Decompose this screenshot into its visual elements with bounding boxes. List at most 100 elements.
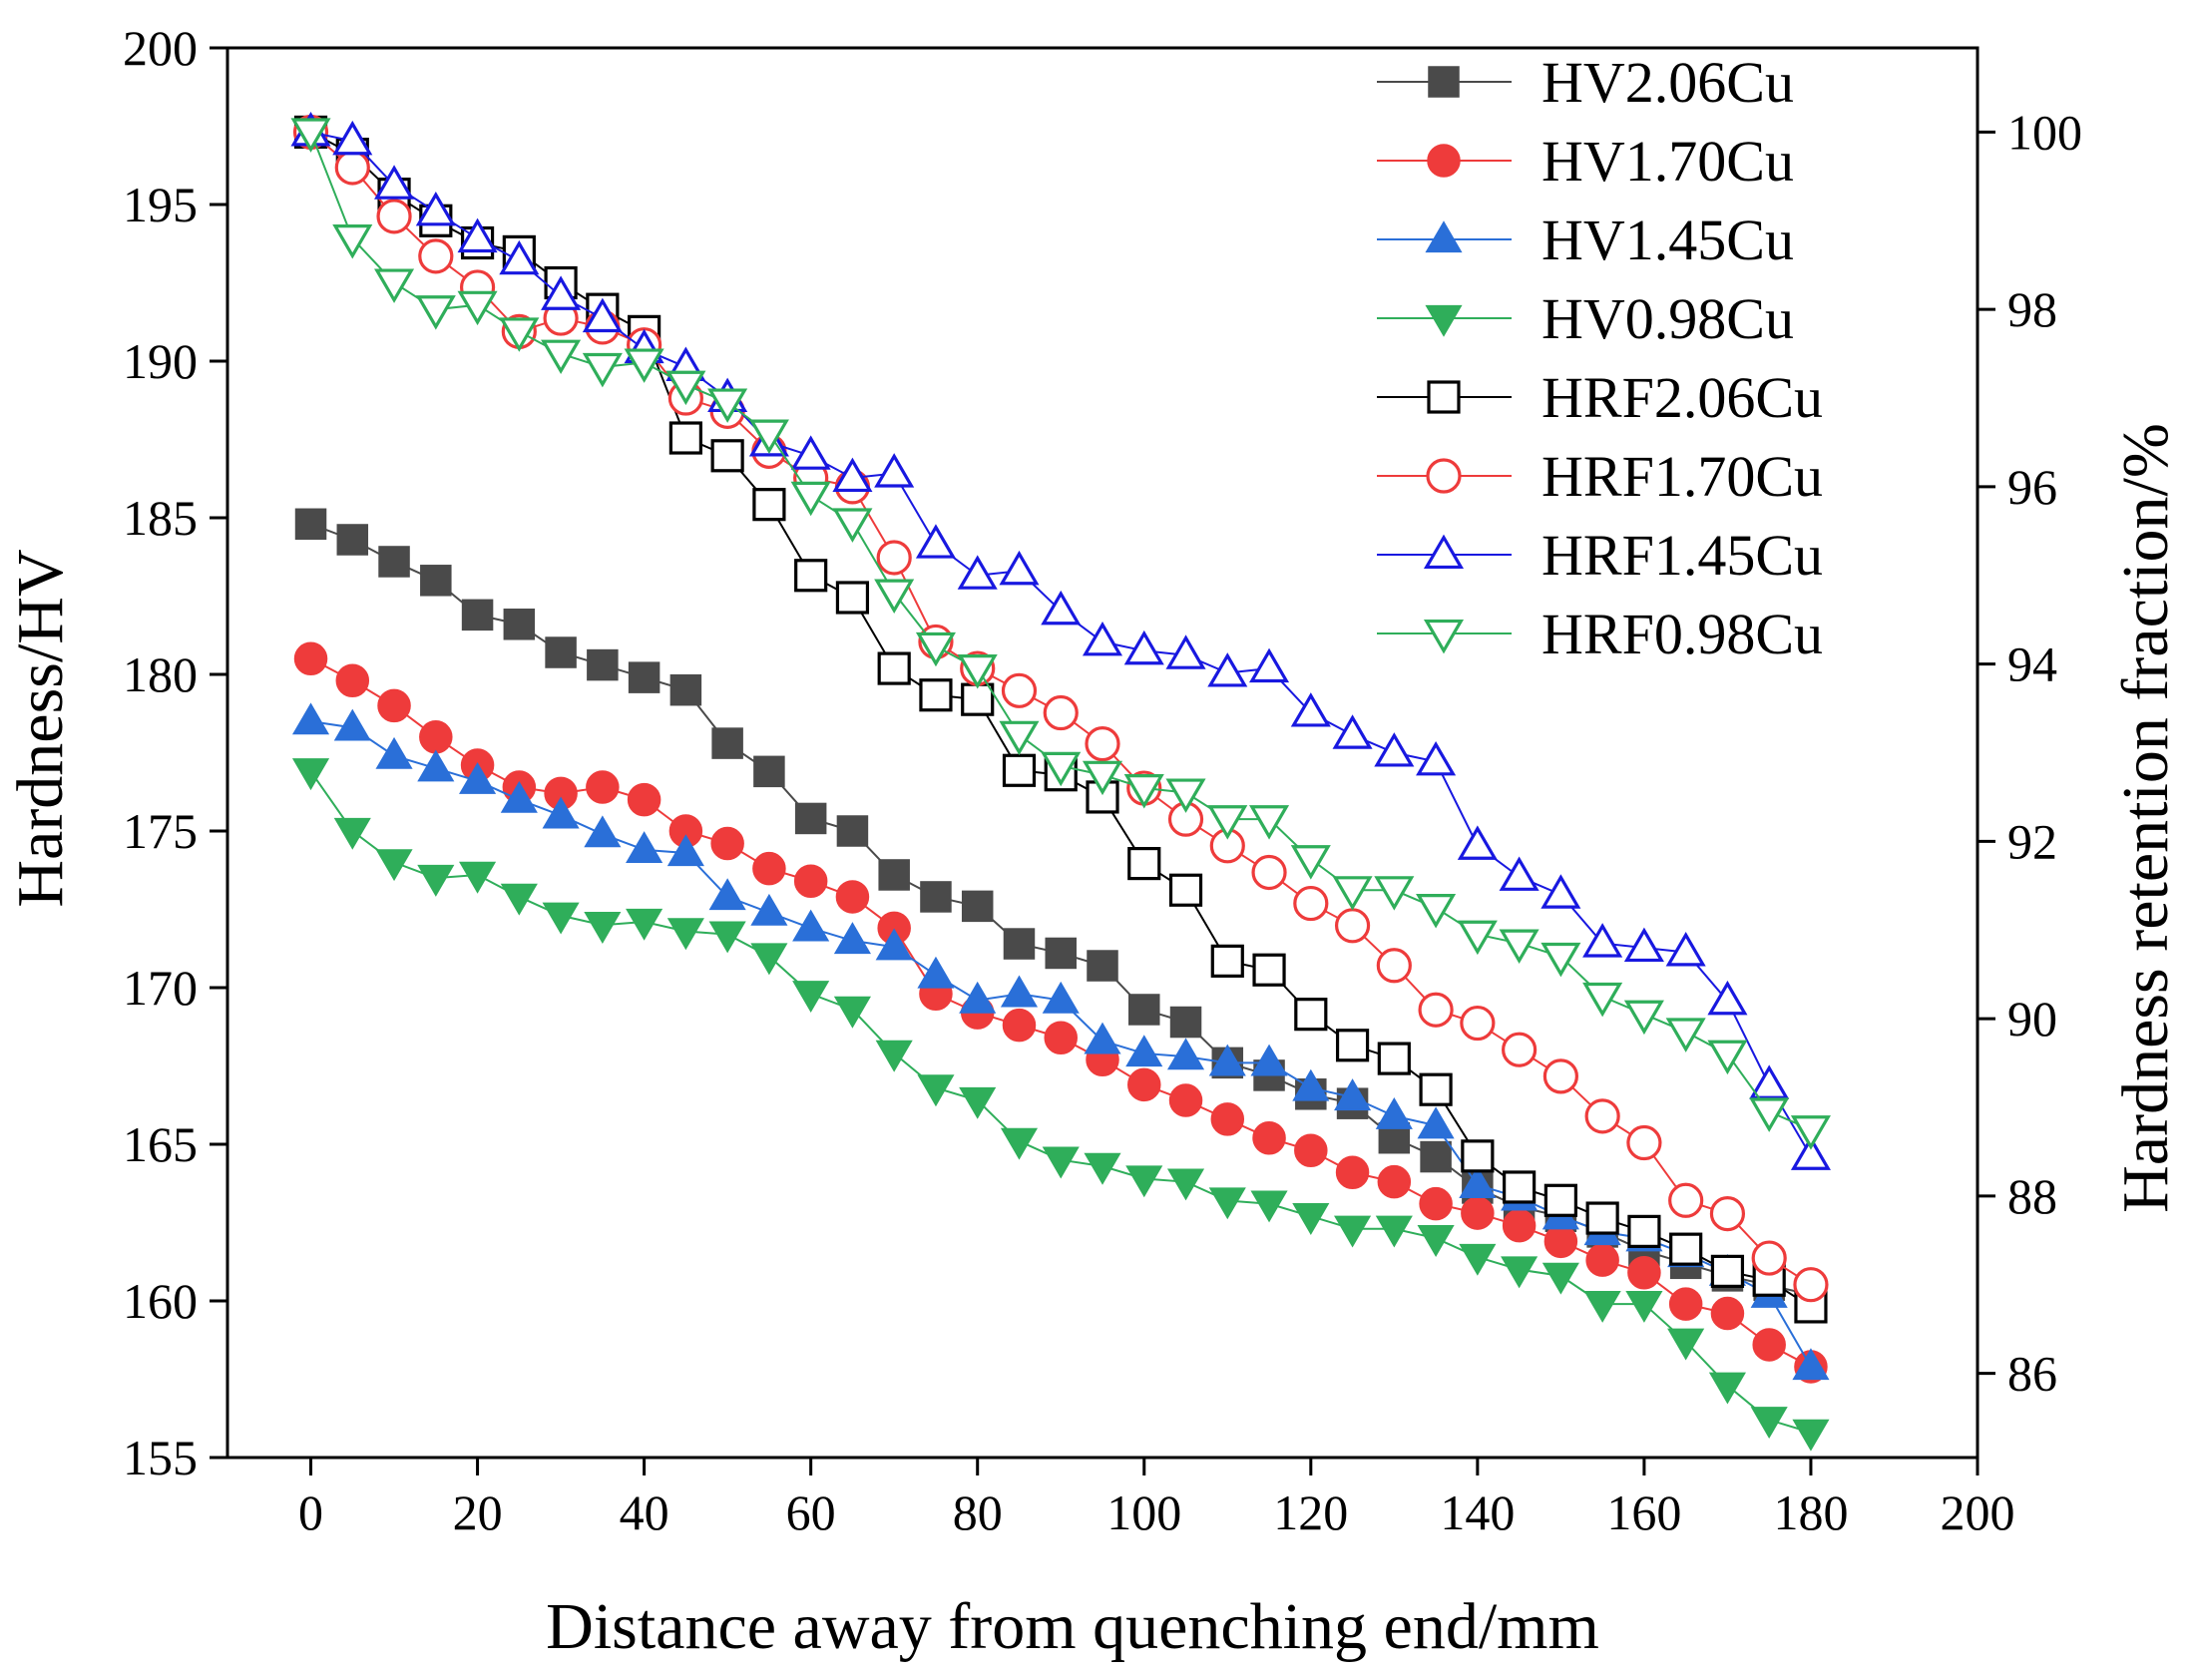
data-point-HRF0.98Cu [748, 419, 789, 455]
y2-tick-label: 94 [2007, 636, 2057, 692]
data-point-HRF1.70Cu [1043, 694, 1079, 731]
data-point-HRF0.98Cu [332, 224, 373, 259]
data-point-HRF1.70Cu [1751, 1240, 1787, 1276]
legend-item-HRF2.06Cu: HRF2.06Cu [1377, 365, 1823, 430]
data-point-HV1.45Cu [750, 893, 788, 926]
x-tick-label: 100 [1106, 1484, 1181, 1540]
data-point-HV0.98Cu [1000, 1127, 1039, 1160]
data-point-HRF0.98Cu [957, 654, 998, 689]
data-point-HRF0.98Cu [1332, 876, 1373, 911]
data-point-HRF1.70Cu [1293, 885, 1329, 922]
data-point-HRF2.06Cu [1543, 1183, 1577, 1217]
plot-frame [225, 46, 1979, 1460]
y-tick-label: 160 [123, 1273, 198, 1329]
legend-item-HRF1.70Cu: HRF1.70Cu [1377, 444, 1823, 509]
data-point-HRF2.06Cu [1710, 1254, 1745, 1288]
data-point-HV1.45Cu [626, 831, 663, 864]
data-point-HRF1.45Cu [1374, 732, 1415, 767]
data-point-HRF0.98Cu [499, 317, 540, 352]
data-point-HRF1.45Cu [1582, 923, 1623, 958]
data-point-HRF1.70Cu [1584, 1098, 1620, 1134]
data-point-HRF1.45Cu [1332, 714, 1373, 749]
data-point-HV1.45Cu [333, 708, 371, 741]
data-point-HRF0.98Cu [1582, 982, 1623, 1018]
data-point-HV2.06Cu [961, 890, 994, 923]
data-point-HV1.70Cu [1044, 1021, 1078, 1054]
legend-marker [1427, 380, 1461, 414]
data-point-HRF0.98Cu [1207, 805, 1248, 840]
data-point-HRF1.70Cu [1709, 1196, 1746, 1232]
data-point-HRF1.70Cu [1376, 948, 1412, 984]
data-point-HV1.45Cu [1042, 981, 1080, 1014]
x-axis-label: Distance away from quenching end/mm [546, 1590, 1599, 1663]
data-point-HV0.98Cu [750, 943, 788, 976]
data-point-HV0.98Cu [584, 912, 622, 944]
data-point-HV0.98Cu [1708, 1372, 1746, 1405]
data-point-HRF2.06Cu [1377, 1042, 1411, 1075]
data-point-HV0.98Cu [500, 883, 538, 916]
data-point-HV2.06Cu [669, 673, 702, 706]
data-point-HV1.70Cu [1461, 1196, 1495, 1230]
data-point-HRF0.98Cu [624, 348, 664, 383]
data-point-HV0.98Cu [375, 849, 413, 882]
data-point-HRF2.06Cu [1669, 1232, 1703, 1266]
y2-tick-label: 86 [2007, 1346, 2057, 1402]
data-point-HV1.70Cu [1502, 1208, 1537, 1243]
legend-item-HV2.06Cu: HV2.06Cu [1377, 50, 1794, 115]
data-point-HRF2.06Cu [668, 421, 702, 455]
data-point-HV1.70Cu [1419, 1186, 1453, 1221]
data-point-HRF1.45Cu [1457, 825, 1498, 860]
legend-marker [1425, 304, 1463, 337]
y2-axis-label: Hardness retention fraction/% [2109, 423, 2182, 1213]
data-point-HRF0.98Cu [1041, 751, 1082, 787]
data-point-HRF2.06Cu [1335, 1029, 1370, 1062]
data-point-HRF1.45Cu [499, 239, 540, 275]
data-point-HRF1.45Cu [999, 550, 1040, 586]
data-point-HRF1.70Cu [1251, 854, 1287, 891]
data-point-HRF0.98Cu [915, 631, 956, 667]
data-point-HRF1.70Cu [376, 199, 412, 234]
data-point-HV1.70Cu [1127, 1067, 1161, 1102]
data-point-HRF1.45Cu [1207, 652, 1248, 687]
data-point-HV1.70Cu [1668, 1287, 1703, 1321]
data-point-HV1.45Cu [833, 922, 871, 955]
data-point-HRF1.70Cu [1668, 1182, 1704, 1218]
x-tick-label: 180 [1773, 1484, 1848, 1540]
data-point-HV1.70Cu [793, 864, 828, 898]
data-point-HV0.98Cu [1042, 1146, 1080, 1179]
legend-item-HV0.98Cu: HV0.98Cu [1377, 286, 1794, 351]
data-point-HV1.45Cu [1250, 1044, 1288, 1076]
y2-tick-label: 88 [2007, 1168, 2057, 1224]
data-point-HRF1.70Cu [1460, 1005, 1496, 1042]
data-point-HV1.45Cu [666, 834, 704, 867]
data-point-HV1.45Cu [1459, 1166, 1497, 1198]
data-point-HV0.98Cu [1459, 1243, 1497, 1276]
data-point-HRF0.98Cu [790, 481, 831, 517]
data-point-HV1.45Cu [1166, 1038, 1205, 1070]
data-point-HV2.06Cu [545, 636, 577, 668]
data-point-HRF1.70Cu [1085, 726, 1120, 762]
data-point-HRF1.45Cu [374, 165, 415, 200]
data-point-HV0.98Cu [1334, 1215, 1372, 1248]
data-point-HV2.06Cu [503, 609, 536, 640]
x-tick-label: 80 [953, 1484, 1003, 1540]
data-point-HV1.45Cu [375, 736, 413, 769]
data-point-HV0.98Cu [708, 921, 746, 954]
data-point-HV1.70Cu [293, 641, 328, 676]
y-tick-label: 155 [123, 1430, 198, 1485]
data-point-HRF0.98Cu [1416, 893, 1457, 929]
data-point-HV0.98Cu [959, 1086, 997, 1119]
data-point-HRF0.98Cu [1790, 1115, 1831, 1150]
data-point-HRF1.45Cu [1707, 980, 1748, 1016]
x-tick-label: 140 [1440, 1484, 1515, 1540]
data-point-HV0.98Cu [1208, 1187, 1246, 1220]
data-point-HRF1.45Cu [915, 524, 956, 559]
data-point-HRF2.06Cu [1627, 1214, 1661, 1248]
data-point-HRF0.98Cu [832, 508, 873, 543]
data-point-HRF0.98Cu [1082, 760, 1123, 796]
data-point-HRF0.98Cu [1499, 929, 1539, 964]
y-tick-label: 170 [123, 960, 198, 1016]
legend-label: HV2.06Cu [1541, 50, 1794, 115]
data-point-HV0.98Cu [542, 902, 580, 935]
